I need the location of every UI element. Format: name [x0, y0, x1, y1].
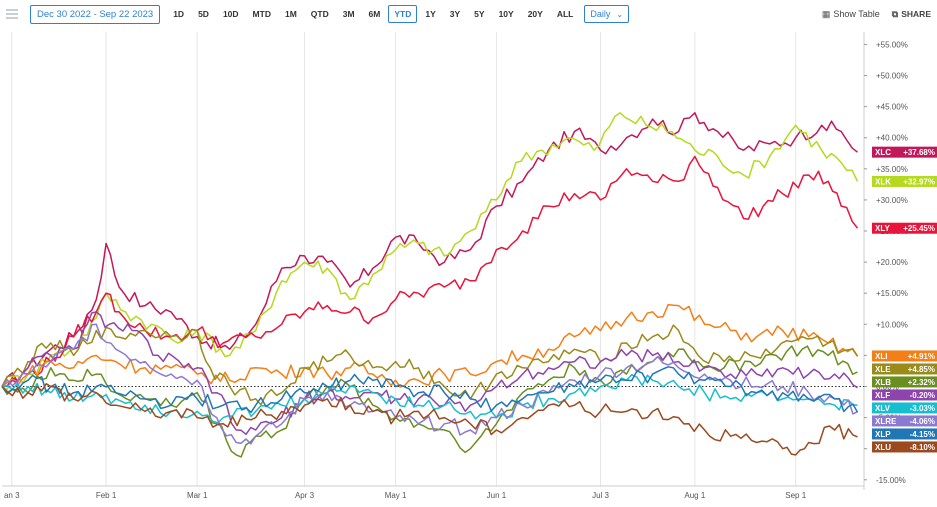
series-line-xlv — [1, 373, 858, 424]
x-tick-label: Mar 1 — [187, 491, 208, 500]
range-button-5d[interactable]: 5D — [198, 9, 209, 19]
y-tick-label: +15.00% — [876, 289, 908, 298]
y-tick-label: +50.00% — [876, 72, 908, 81]
x-tick-label: Jul 3 — [592, 491, 609, 500]
x-tick-label: Apr 3 — [295, 491, 315, 500]
share-icon: ⧉ — [891, 8, 899, 19]
badge-ticker-xlu: XLU — [875, 443, 891, 452]
range-button-1d[interactable]: 1D — [173, 9, 185, 19]
range-button-10d[interactable]: 10D — [222, 9, 239, 19]
range-button-mtd[interactable]: MTD — [252, 9, 271, 19]
range-button-1m[interactable]: 1M — [284, 9, 297, 19]
badge-value-xli: +4.91% — [908, 352, 935, 361]
value-badge-xlc — [872, 146, 937, 158]
series-line-xlp — [1, 366, 859, 414]
range-button-3y[interactable]: 3Y — [449, 9, 461, 19]
badge-value-xlre: -4.06% — [910, 417, 935, 426]
x-tick-label: May 1 — [385, 491, 407, 500]
value-badge-xle — [872, 363, 937, 375]
range-button-qtd[interactable]: QTD — [310, 9, 329, 19]
x-tick-label: Aug 1 — [684, 491, 705, 500]
y-tick-label: +20.00% — [876, 258, 908, 267]
badge-value-xlc: +37.68% — [903, 148, 935, 157]
menu-icon[interactable] — [6, 8, 20, 20]
range-button-5y[interactable]: 5Y — [474, 9, 485, 19]
x-tick-label: Jun 1 — [487, 491, 507, 500]
value-badge-xlu — [872, 441, 937, 453]
range-button-all[interactable]: ALL — [556, 9, 574, 19]
series-line-xle — [1, 324, 859, 406]
y-tick-label: +55.00% — [876, 40, 908, 49]
interval-label: Daily — [590, 9, 611, 19]
range-button-10y[interactable]: 10Y — [498, 9, 514, 19]
value-badge-xlk — [872, 175, 937, 187]
y-tick-label: +35.00% — [876, 165, 908, 174]
badge-ticker-xlre: XLRE — [875, 417, 897, 426]
value-badge-xlp — [872, 428, 937, 440]
table-icon: ▦ — [821, 8, 831, 19]
range-button-20y[interactable]: 20Y — [527, 9, 543, 19]
badge-ticker-xli: XLI — [875, 352, 887, 361]
badge-value-xlk: +32.97% — [903, 177, 935, 186]
x-tick-label: Sep 1 — [785, 491, 806, 500]
badge-ticker-xlb: XLB — [875, 378, 891, 387]
badge-ticker-xlf: XLF — [875, 391, 890, 400]
x-tick-label: an 3 — [4, 491, 20, 500]
y-tick-label: +30.00% — [876, 196, 908, 205]
badge-value-xle: +4.85% — [908, 365, 935, 374]
value-badge-xlre — [872, 415, 937, 427]
badge-ticker-xle: XLE — [875, 365, 891, 374]
share-button[interactable]: ⧉ SHARE — [892, 9, 931, 20]
badge-ticker-xlc: XLC — [875, 148, 891, 157]
performance-chart[interactable]: an 3 Feb 1 Mar 1 Apr 3 May 1 Jun 1 Jul 3 Aug 1 S… — [0, 28, 937, 507]
y-tick-label: +45.00% — [876, 103, 908, 112]
x-tick-label: Feb 1 — [96, 491, 117, 500]
y-tick-label: +40.00% — [876, 134, 908, 143]
range-button-1y[interactable]: 1Y — [425, 9, 436, 19]
series-line-xlu — [1, 383, 858, 456]
toolbar-right: ▦ Show Table ⧉ SHARE — [810, 0, 931, 28]
badge-ticker-xlp: XLP — [875, 430, 891, 439]
series-line-xly — [1, 155, 859, 388]
badge-value-xlv: -3.03% — [910, 404, 935, 413]
value-badge-xlb — [872, 376, 937, 388]
value-badge-xlv — [872, 402, 937, 414]
chart-toolbar: Dec 30 2022 - Sep 22 2023 1D 5D 10D MTD 1M QT… — [0, 0, 937, 28]
share-label: SHARE — [901, 9, 931, 19]
range-button-6m[interactable]: 6M — [368, 9, 381, 19]
show-table-label: Show Table — [833, 9, 880, 19]
range-button-3m[interactable]: 3M — [342, 9, 355, 19]
badge-value-xlu: -8.10% — [910, 443, 935, 452]
date-range-button[interactable]: Dec 30 2022 - Sep 22 2023 — [30, 4, 161, 24]
badge-ticker-xly: XLY — [875, 224, 890, 233]
badge-value-xlb: +2.32% — [908, 378, 935, 387]
y-tick-label: -15.00% — [876, 476, 906, 485]
series-line-xlk — [1, 112, 859, 391]
badge-value-xly: +25.45% — [903, 224, 935, 233]
series-line-xli — [1, 303, 859, 388]
value-badge-xli — [872, 350, 937, 362]
interval-select[interactable]: Daily ⌄ — [584, 5, 630, 23]
badge-ticker-xlk: XLK — [875, 177, 891, 186]
series-line-xlc — [1, 112, 858, 387]
value-badge-xlf — [872, 389, 937, 401]
badge-value-xlf: -0.20% — [910, 391, 935, 400]
chevron-down-icon: ⌄ — [616, 9, 624, 19]
value-badge-xly — [872, 222, 937, 234]
badge-ticker-xlv: XLV — [875, 404, 891, 413]
range-button-ytd[interactable]: YTD — [388, 5, 418, 23]
show-table-button[interactable]: ▦ Show Table — [822, 9, 880, 20]
range-buttons: 1D 5D 10D MTD 1M QTD 3M 6M YTD 1Y 3Y 5Y 10Y 20Y ALL — [166, 5, 580, 23]
y-tick-label: +10.00% — [876, 320, 908, 329]
badge-value-xlp: -4.15% — [910, 430, 935, 439]
